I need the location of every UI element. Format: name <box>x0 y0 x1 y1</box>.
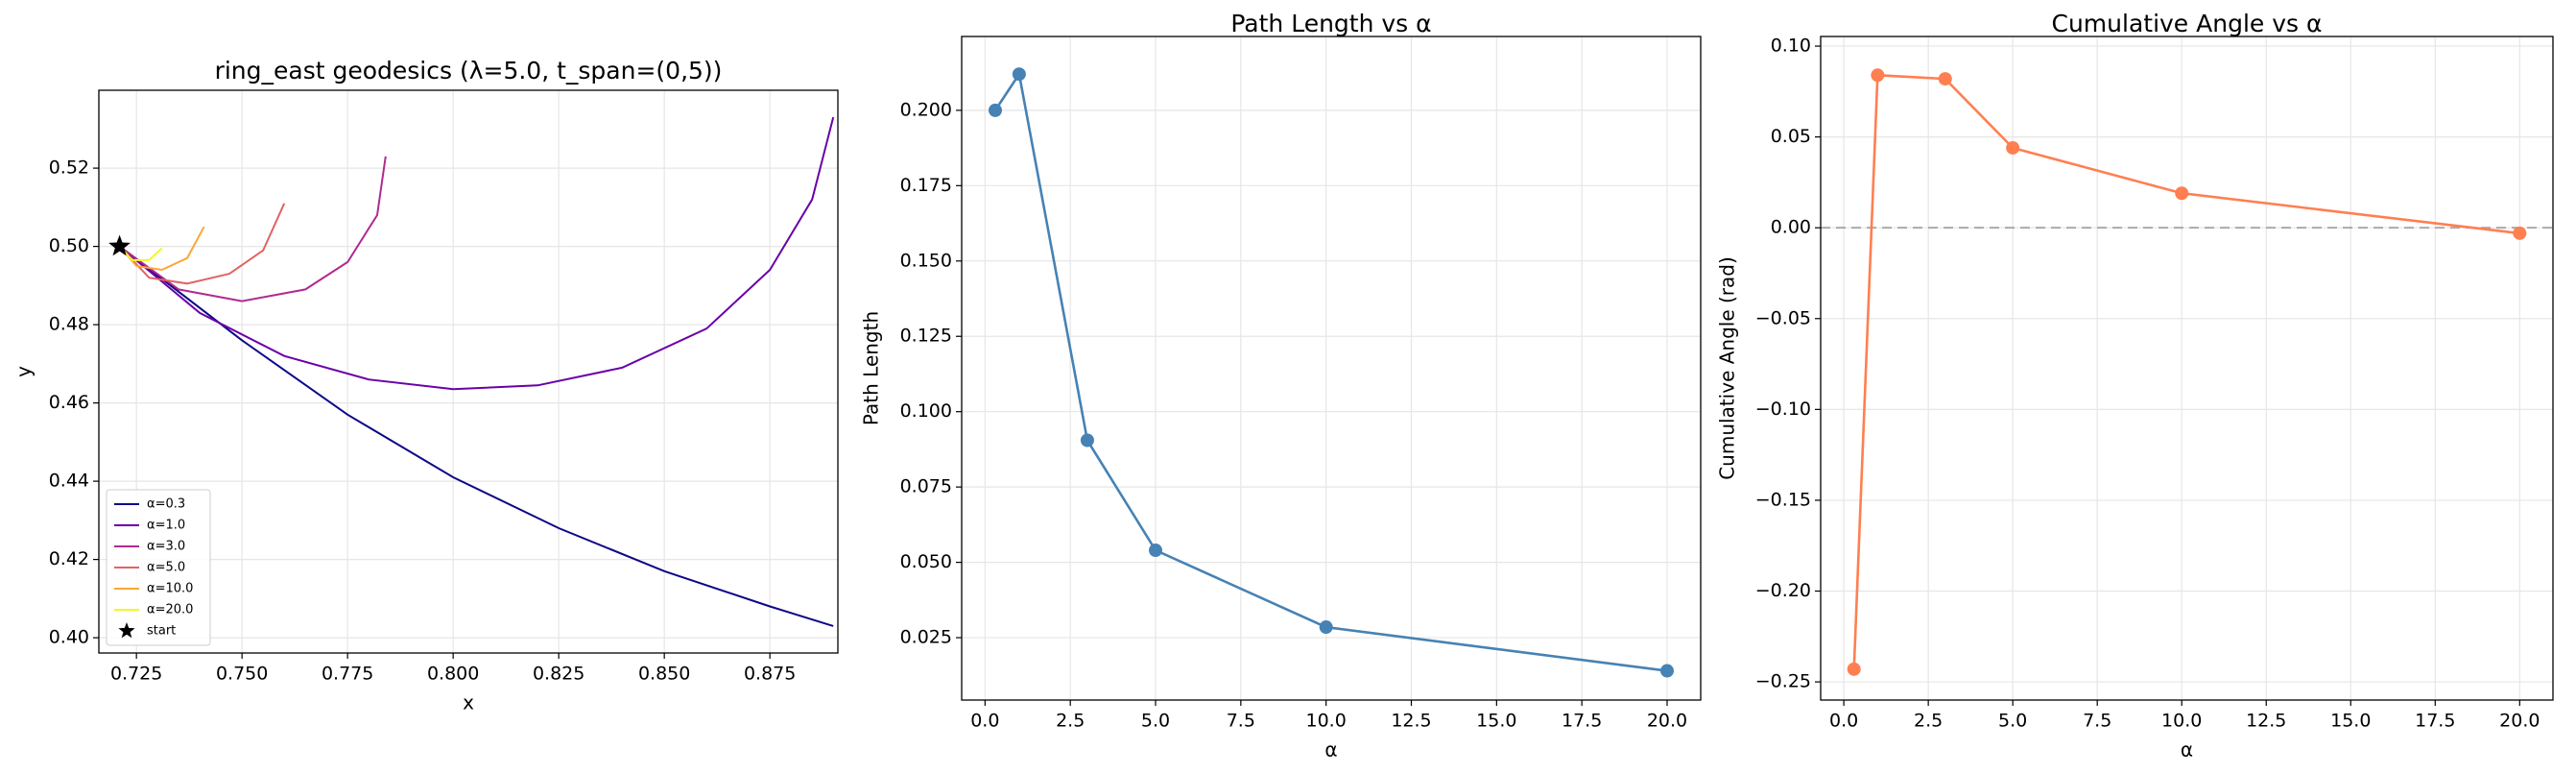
data-line <box>118 203 286 285</box>
data-point <box>1660 664 1674 678</box>
x-tick-label: 5.0 <box>1998 711 2027 732</box>
legend-label: α=0.3 <box>147 497 185 512</box>
y-tick-label: 0.125 <box>900 326 952 347</box>
x-tick-label: 15.0 <box>2330 711 2371 732</box>
data-point <box>2175 186 2189 201</box>
y-tick-label: 0.44 <box>49 471 89 492</box>
y-tick-label: 0.075 <box>900 476 952 497</box>
data-point <box>1871 68 1885 83</box>
x-tick-label: 12.5 <box>1391 711 1431 732</box>
data-point <box>1149 544 1163 558</box>
y-tick-label: 0.50 <box>49 235 89 256</box>
data-point <box>2006 140 2020 155</box>
x-tick-label: 0.725 <box>110 664 162 685</box>
plot-area <box>989 67 1674 678</box>
y-axis-label: Cumulative Angle (rad) <box>1716 256 1739 480</box>
data-line <box>119 156 387 302</box>
x-tick-label: 0.800 <box>427 664 479 685</box>
x-tick-label: 0.825 <box>533 664 584 685</box>
x-tick-label: 2.5 <box>1056 711 1085 732</box>
data-line <box>118 116 835 391</box>
x-tick-label: 0.875 <box>744 664 796 685</box>
legend-label: α=1.0 <box>147 519 185 533</box>
axes-frame <box>961 36 1702 701</box>
y-tick-label: 0.48 <box>49 314 89 335</box>
x-tick-label: 0.850 <box>638 664 690 685</box>
data-line <box>118 245 163 261</box>
y-tick-label: 0.10 <box>1771 36 1811 57</box>
data-point <box>1847 662 1861 676</box>
chart-title: ring_east geodesics (λ=5.0, t_span=(0,5)… <box>215 57 723 85</box>
data-point <box>1938 72 1952 86</box>
y-tick-label: −0.05 <box>1755 307 1811 328</box>
x-tick-label: 10.0 <box>1306 711 1347 732</box>
x-tick-label: 0.750 <box>216 664 268 685</box>
axes-frame <box>1820 36 2554 701</box>
legend-label: α=20.0 <box>147 603 193 617</box>
legend-box <box>106 489 211 646</box>
plot-area <box>108 116 835 627</box>
axes-frame <box>98 89 839 654</box>
y-tick-label: −0.10 <box>1755 399 1811 420</box>
chart-title: Cumulative Angle vs α <box>2052 10 2323 37</box>
y-axis-label: y <box>12 366 36 377</box>
x-tick-label: 20.0 <box>1647 711 1687 732</box>
legend-swatch <box>118 622 135 639</box>
legend-label: α=3.0 <box>147 540 185 554</box>
x-tick-label: 2.5 <box>1914 711 1943 732</box>
y-tick-label: 0.025 <box>900 627 952 648</box>
y-tick-label: 0.150 <box>900 250 952 271</box>
y-tick-label: 0.050 <box>900 551 952 572</box>
legend-label: α=5.0 <box>147 561 185 575</box>
x-axis-label: x <box>463 691 474 714</box>
x-tick-label: 0.0 <box>1829 711 1858 732</box>
x-tick-label: 0.775 <box>322 664 373 685</box>
y-tick-label: 0.42 <box>49 548 89 569</box>
x-tick-label: 17.5 <box>2415 711 2455 732</box>
x-axis-label: α <box>2181 738 2193 762</box>
x-tick-label: 20.0 <box>2499 711 2540 732</box>
x-tick-label: 15.0 <box>1476 711 1516 732</box>
y-tick-label: −0.25 <box>1755 671 1811 692</box>
data-line <box>118 245 834 627</box>
data-point <box>989 103 1002 117</box>
x-tick-label: 10.0 <box>2161 711 2202 732</box>
chart-title: Path Length vs α <box>1230 10 1431 37</box>
data-point <box>1012 67 1026 82</box>
y-axis-label: Path Length <box>860 311 883 425</box>
x-tick-label: 7.5 <box>1227 711 1255 732</box>
y-tick-label: 0.05 <box>1771 126 1811 147</box>
data-line <box>1852 73 2520 669</box>
data-line <box>993 70 1668 672</box>
start-marker <box>108 234 131 256</box>
y-tick-label: −0.15 <box>1755 489 1811 510</box>
x-tick-label: 5.0 <box>1141 711 1170 732</box>
y-tick-label: 0.52 <box>49 157 89 179</box>
plot-area <box>1821 68 2553 676</box>
y-tick-label: 0.175 <box>900 175 952 196</box>
data-point <box>1319 620 1333 635</box>
x-tick-label: 7.5 <box>2083 711 2111 732</box>
y-tick-label: 0.46 <box>49 392 89 413</box>
legend-label: start <box>147 624 176 639</box>
x-tick-label: 0.0 <box>970 711 999 732</box>
legend-label: α=10.0 <box>147 582 193 596</box>
y-tick-label: 0.200 <box>900 99 952 120</box>
data-point <box>2513 226 2527 240</box>
y-tick-label: 0.40 <box>49 627 89 648</box>
x-tick-label: 12.5 <box>2246 711 2286 732</box>
data-point <box>1080 433 1094 447</box>
x-tick-label: 17.5 <box>1562 711 1602 732</box>
y-tick-label: 0.00 <box>1771 217 1811 238</box>
x-axis-label: α <box>1324 738 1337 762</box>
y-tick-label: 0.100 <box>900 400 952 422</box>
y-tick-label: −0.20 <box>1755 580 1811 601</box>
